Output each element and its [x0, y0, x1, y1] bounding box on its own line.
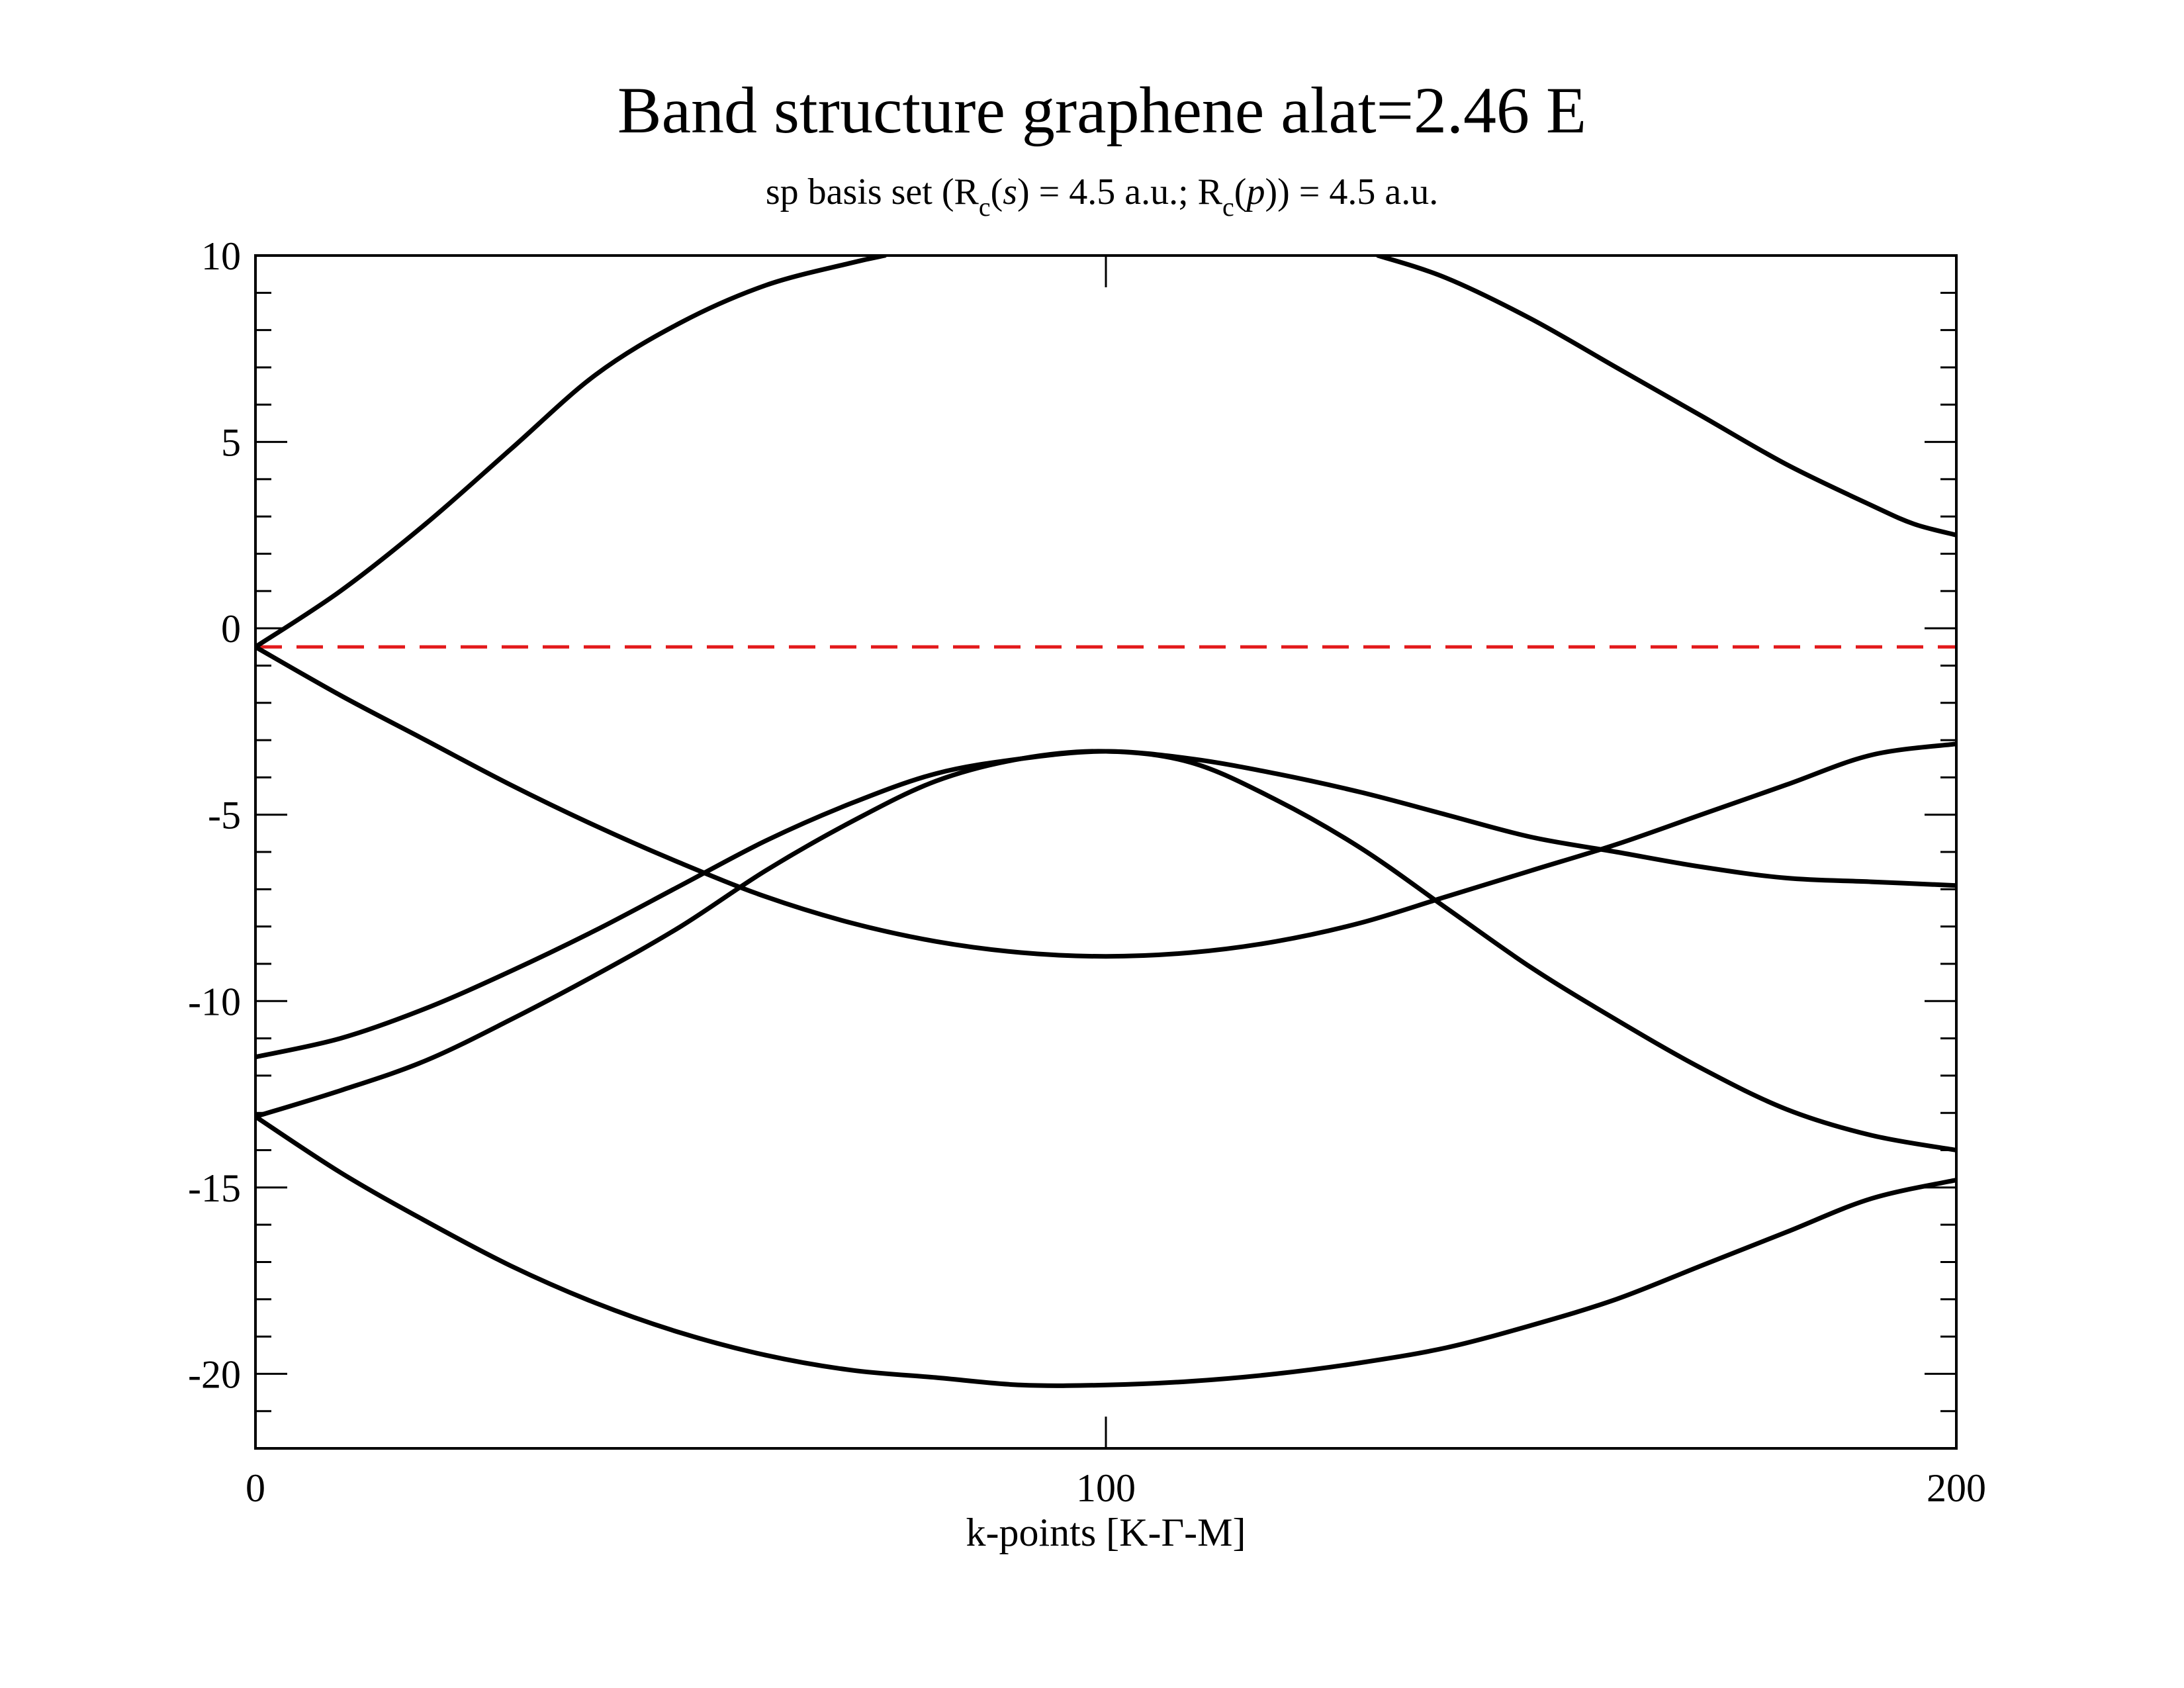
x-tick-label: 0 — [246, 1466, 265, 1510]
x-axis-label: k-points [K-Γ-M] — [966, 1511, 1246, 1554]
axis-ticks — [254, 254, 1958, 1450]
plot-frame — [254, 254, 1958, 1450]
band-line-3 — [255, 644, 1956, 959]
x-tick-label: 100 — [1076, 1466, 1136, 1510]
y-tick-label: 10 — [201, 234, 241, 278]
plot-area — [255, 256, 1956, 1388]
chart-subtitle: sp basis set (Rc(s) = 4.5 a.u.; Rc(p)) =… — [766, 171, 1438, 222]
tick-labels: 10 5 0 -5 -10 -15 -20 0 100 200 — [188, 234, 1986, 1510]
band-line-2 — [1375, 256, 1956, 538]
band-line-5 — [255, 749, 1956, 1152]
y-tick-label: -10 — [188, 980, 241, 1023]
chart-title: Band structure graphene alat=2.46 E — [617, 73, 1586, 147]
y-tick-label: -20 — [188, 1352, 241, 1396]
y-tick-label: 5 — [221, 421, 241, 465]
band-line-4 — [255, 749, 1956, 1060]
y-tick-label: -5 — [208, 794, 241, 837]
y-tick-label: -15 — [188, 1166, 241, 1210]
band-line-6 — [255, 1114, 1956, 1388]
y-tick-label: 0 — [221, 607, 241, 651]
x-tick-label: 200 — [1927, 1466, 1986, 1510]
band-line-1 — [255, 256, 887, 649]
